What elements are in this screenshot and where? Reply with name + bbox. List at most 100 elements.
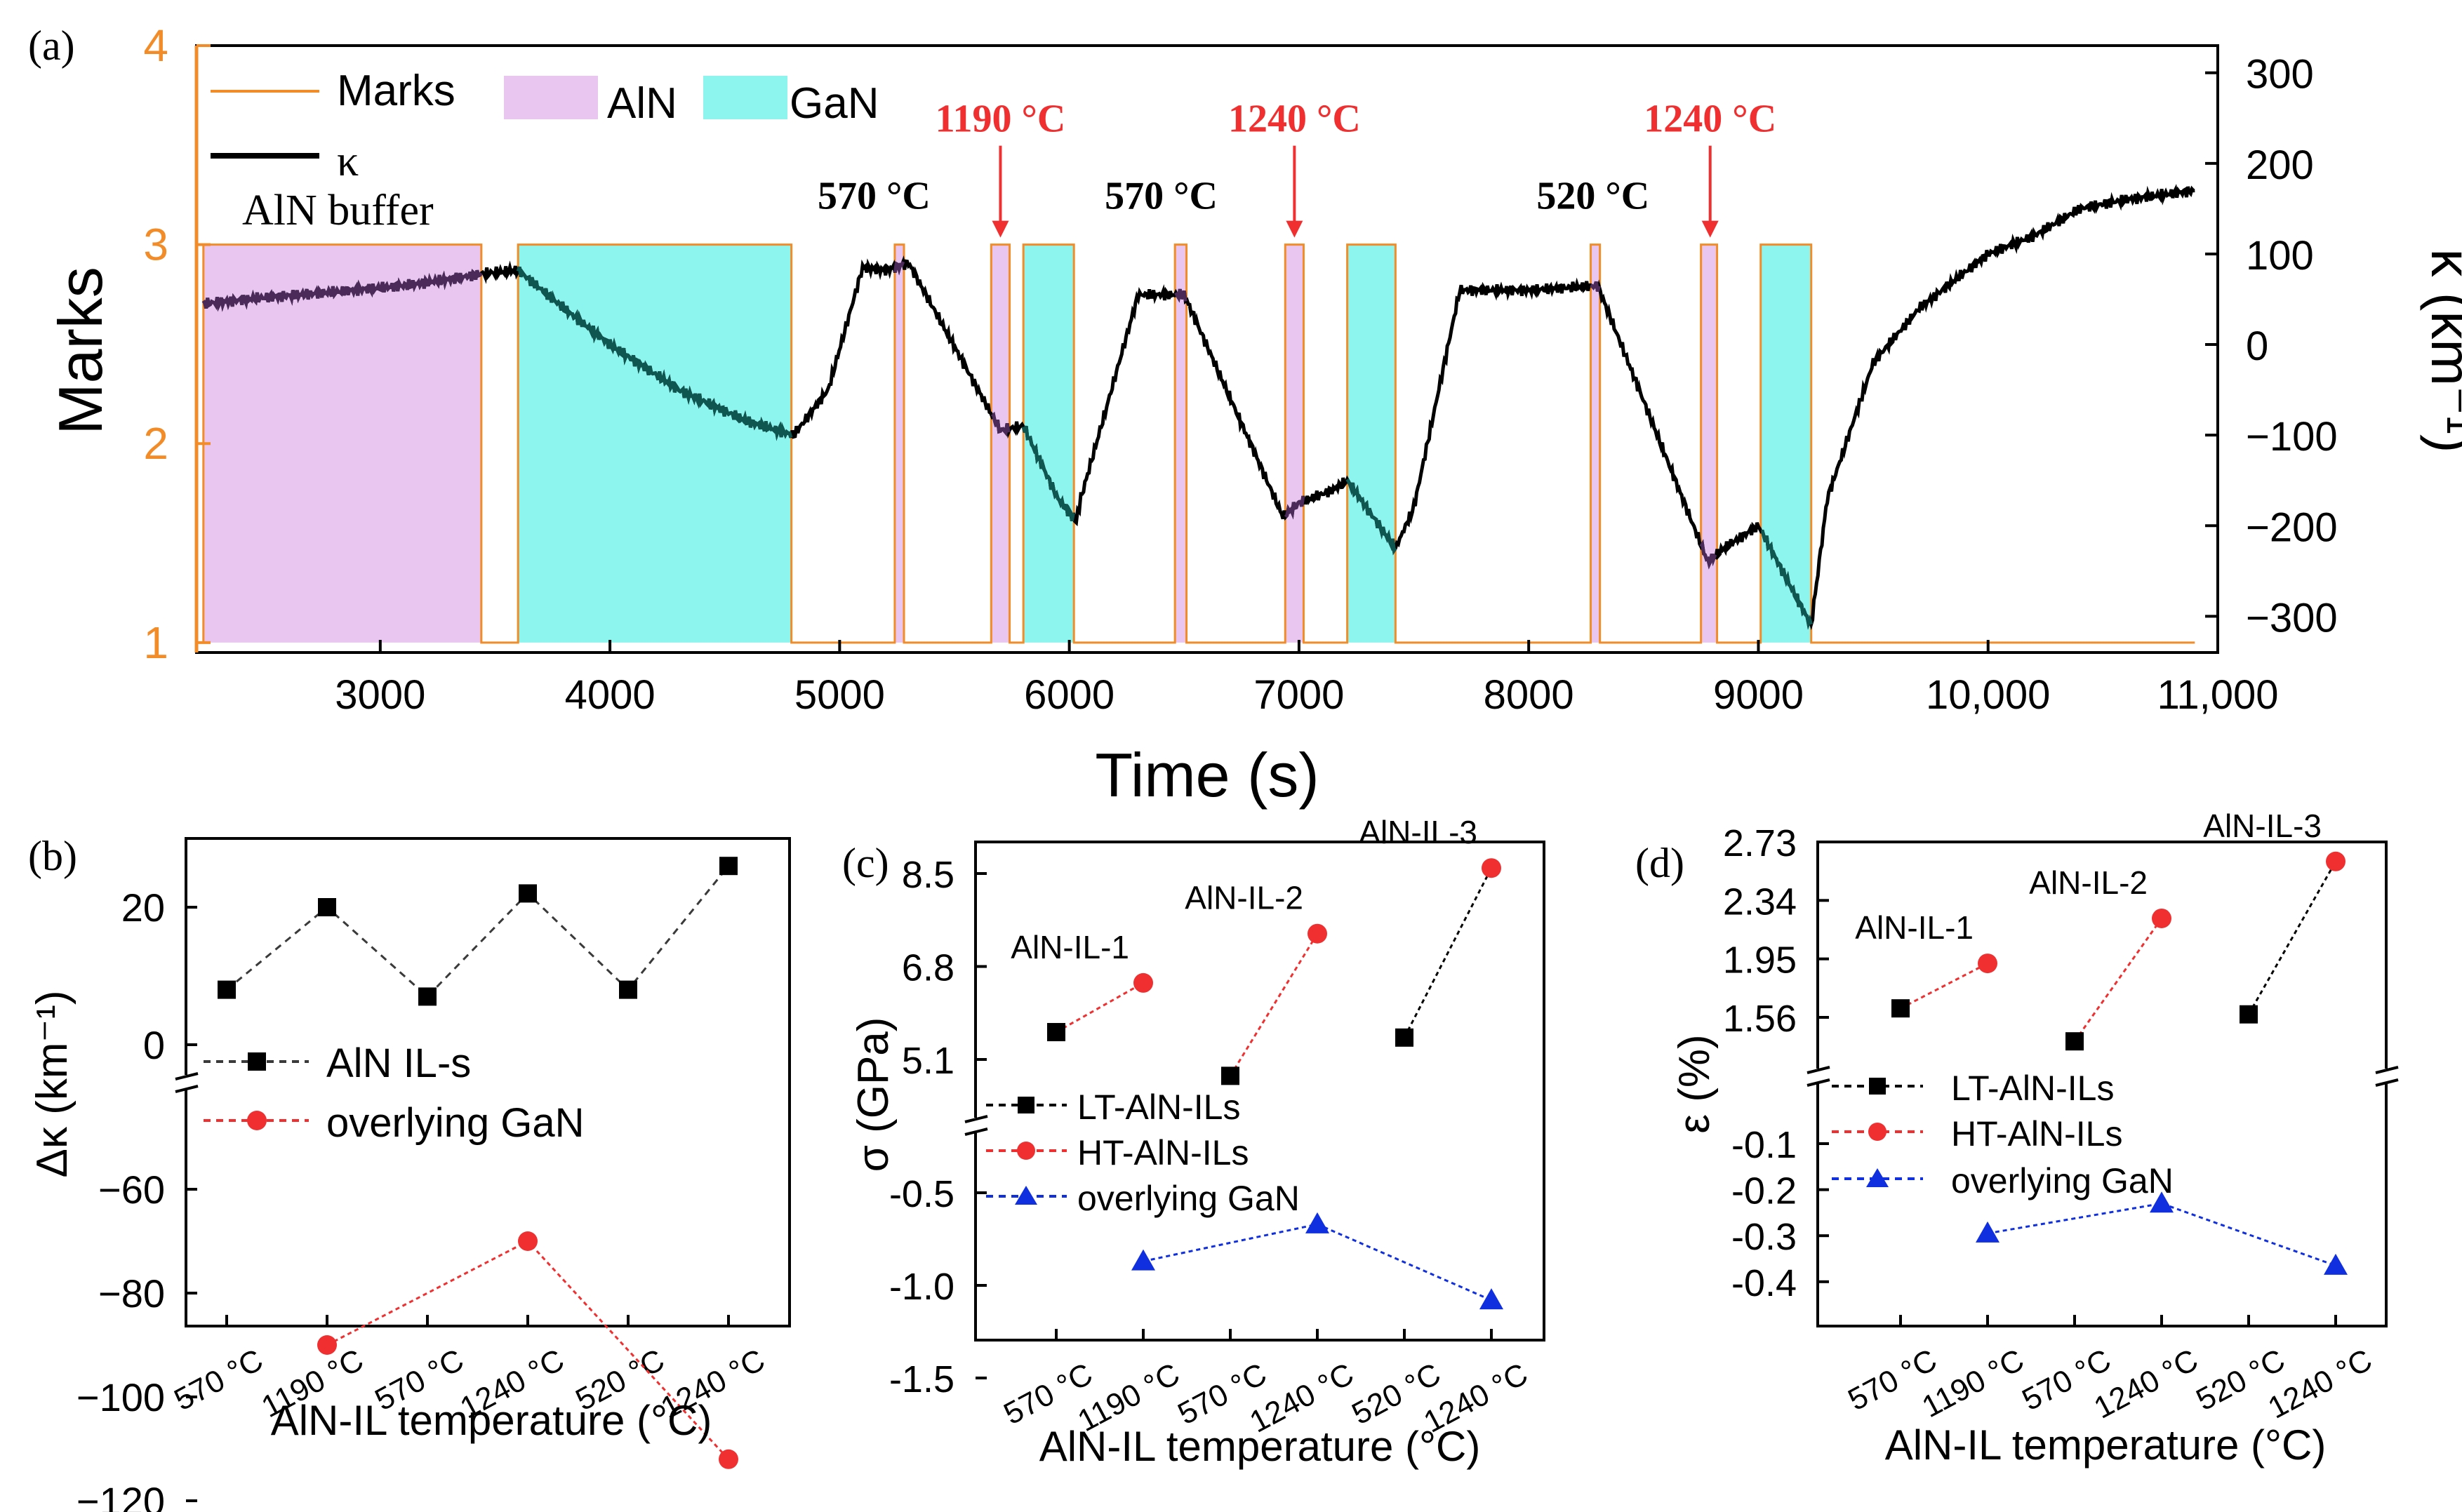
aln-region-1 <box>894 244 904 643</box>
right-tick-label-4: 100 <box>2246 233 2314 279</box>
c-point-0-0 <box>1047 1023 1065 1042</box>
annotation-arrowhead-3 <box>1286 220 1303 238</box>
kappa-gan-segment-3 <box>1760 529 1814 630</box>
legend-c: LT-AlN-ILs HT-AlN-ILs overlying GaN <box>986 1088 1300 1218</box>
d-pair-label-0: AlN-IL-1 <box>1855 909 1974 946</box>
d-point-1-1 <box>1978 954 1997 974</box>
legend-d-marker-0 <box>1869 1078 1886 1095</box>
annotation-arrowhead-1 <box>992 220 1009 238</box>
legend-d-marker-1 <box>1868 1123 1887 1141</box>
x-tick-label-3: 6000 <box>1024 672 1114 718</box>
c-point-2-1 <box>1131 1249 1155 1271</box>
y-axis-title-b: Δκ (km⁻¹) <box>28 991 76 1178</box>
d-point-2-5 <box>2324 1253 2348 1275</box>
c-point-2-5 <box>1479 1288 1503 1310</box>
plot-c-frame <box>974 841 1545 1342</box>
c-pair-label-2: AlN-IL-3 <box>1359 814 1477 850</box>
legend-d-label-1: HT-AlN-ILs <box>1951 1114 2122 1153</box>
panel-c-label: (c) <box>842 840 889 886</box>
b-ytick-label-0: 20 <box>121 885 165 930</box>
b-ytick-label-5: −120 <box>76 1479 165 1512</box>
kappa-aln-segment-2 <box>990 411 1011 437</box>
d-ytick-label-1: 2.34 <box>1723 881 1797 923</box>
right-tick-label-6: 300 <box>2246 52 2314 98</box>
b-ytick-label-4: −100 <box>76 1375 165 1419</box>
d-xtick-label-1: 1190 °C <box>1917 1343 2030 1425</box>
d-point-0-0 <box>1891 999 1910 1018</box>
c-point-1-3 <box>1307 923 1327 944</box>
annotation-0: 570 °C <box>818 174 931 218</box>
panel-d: (d) 2.73 2.34 1.95 1.56 -0.1-0.2-0.3-0.4 570… <box>1635 808 2400 1468</box>
axis-break-b <box>174 1072 199 1093</box>
annotation-3: 1240 °C <box>1228 98 1361 141</box>
legend-kappa-label: κ <box>337 138 359 185</box>
left-tick-label-3: 4 <box>143 20 168 71</box>
annotation-4: 520 °C <box>1536 174 1649 218</box>
c-point-0-4 <box>1395 1028 1413 1047</box>
legend-c-marker-1 <box>1017 1142 1035 1160</box>
left-axis-title: Marks <box>46 267 115 435</box>
d-point-0-4 <box>2240 1005 2258 1024</box>
legend-b-marker-1 <box>247 1111 267 1130</box>
kappa-series <box>201 184 2195 631</box>
d-ytick-label-6: -0.3 <box>1731 1216 1797 1258</box>
right-tick-label-0: −300 <box>2246 595 2338 641</box>
kappa-gan-segment-1 <box>1021 425 1075 521</box>
series-c <box>1047 858 1503 1310</box>
legend-d-label-2: overlying GaN <box>1951 1161 2174 1200</box>
b-point-0-3 <box>519 884 537 903</box>
x-axis-title-b: AlN-IL temperature (°C) <box>271 1397 712 1444</box>
c-ytick-label-3: -0.5 <box>889 1173 954 1215</box>
plot-b-frame <box>185 837 791 1327</box>
y-axis-ticks-d: 2.73 2.34 1.95 1.56 -0.1-0.2-0.3-0.4 <box>1723 822 1829 1304</box>
c-point-1-5 <box>1482 858 1501 878</box>
kappa-aln-segment-1 <box>893 261 905 276</box>
c-ytick-label-2: 5.1 <box>902 1040 954 1082</box>
x-tick-label-1: 4000 <box>565 672 656 718</box>
c-gan-line <box>1143 1223 1492 1302</box>
c-pair-line-0 <box>1056 982 1144 1033</box>
b-ytick-label-3: −80 <box>98 1271 165 1316</box>
y-axis-title-d: ε (%) <box>1670 1034 1719 1133</box>
legend-gan-label: GaN <box>790 79 879 128</box>
legend-c-marker-0 <box>1018 1097 1034 1113</box>
legend-d-label-0: LT-AlN-ILs <box>1951 1069 2114 1108</box>
panel-a-label: (a) <box>28 22 75 69</box>
d-point-1-5 <box>2326 851 2345 871</box>
b-point-0-4 <box>619 980 637 999</box>
d-ytick-label-2: 1.95 <box>1723 939 1797 982</box>
d-pair-label-2: AlN-IL-3 <box>2203 808 2322 844</box>
pair-labels-c: AlN-IL-1 AlN-IL-2 AlN-IL-3 <box>1011 814 1477 965</box>
panel-a: (a) 3000 4000 5000 6000 7000 8000 9000 10,000 11… <box>28 20 2462 810</box>
c-ytick-label-5: -1.5 <box>889 1358 954 1400</box>
legend-aln-label: AlN <box>607 79 677 128</box>
legend-aln-swatch <box>504 76 598 119</box>
legend-marks-label: Marks <box>337 67 455 115</box>
kappa-aln-segment-6 <box>1699 539 1717 570</box>
c-point-2-3 <box>1305 1212 1329 1233</box>
c-ytick-label-0: 8.5 <box>902 854 954 896</box>
x-tick-label-2: 5000 <box>794 672 885 718</box>
d-pair-line-2 <box>2247 861 2337 1015</box>
pair-labels-d: AlN-IL-1 AlN-IL-2 AlN-IL-3 <box>1855 808 2322 946</box>
b-point-0-2 <box>418 987 437 1006</box>
legend-c-label-0: LT-AlN-ILs <box>1077 1088 1240 1127</box>
d-ytick-label-7: -0.4 <box>1731 1262 1797 1304</box>
d-point-0-2 <box>2065 1032 2084 1051</box>
left-tick-label-2: 3 <box>143 220 168 270</box>
b-point-0-0 <box>218 980 236 999</box>
marks-line <box>202 243 2195 644</box>
axis-break-c <box>964 1115 989 1136</box>
legend-b-label-1: overlying GaN <box>326 1100 584 1146</box>
d-ytick-label-5: -0.2 <box>1731 1170 1797 1212</box>
c-pair-label-0: AlN-IL-1 <box>1011 929 1129 965</box>
aln-region-4 <box>1285 244 1304 643</box>
y-axis-ticks-b: 20 0 −60 −80 −100 −120 <box>76 885 197 1512</box>
b-point-0-5 <box>719 857 738 876</box>
left-tick-label-1: 2 <box>143 418 168 469</box>
right-tick-label-2: −100 <box>2246 414 2338 460</box>
gan-regions <box>518 244 1811 643</box>
series-d <box>1891 851 2348 1275</box>
annotation-5: 1240 °C <box>1644 98 1776 141</box>
